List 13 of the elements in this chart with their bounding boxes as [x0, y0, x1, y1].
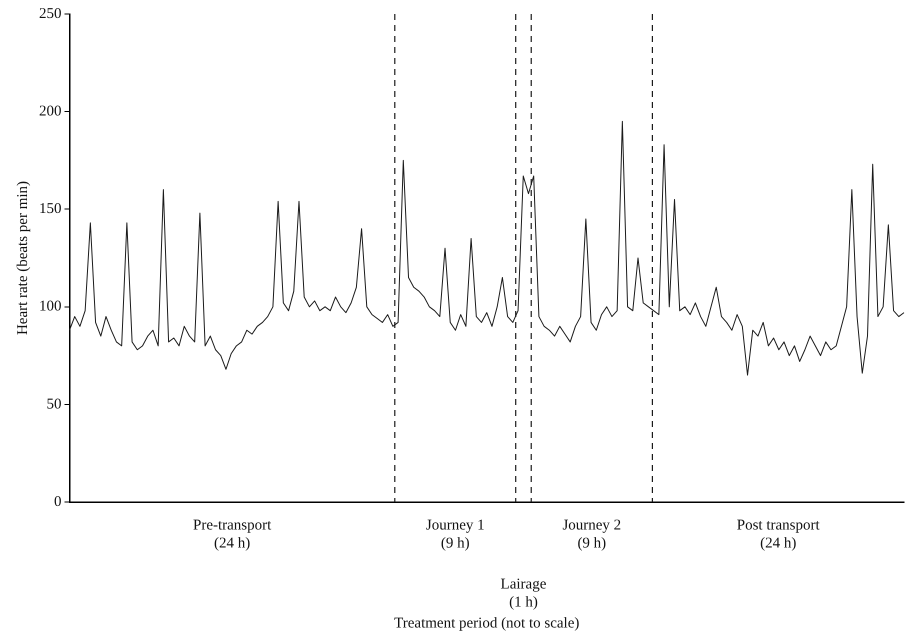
y-tick-label: 250	[39, 6, 62, 22]
y-tick-label: 0	[54, 494, 62, 510]
text: Journey 1 (9 h)	[426, 517, 485, 552]
text: Treatment period (not to scale)	[394, 615, 580, 632]
text: Pre-transport (24 h)	[192, 517, 272, 552]
text: Journey 2 (9 h)	[562, 517, 622, 552]
text: Post transport (24 h)	[736, 517, 820, 552]
y-tick-label: 200	[39, 104, 62, 120]
y-axis-title: Heart rate (beats per min)	[14, 180, 31, 336]
text: Lairage (1 h)	[500, 576, 547, 610]
y-tick-label: 50	[46, 396, 62, 412]
y-tick-label: 100	[39, 298, 62, 315]
y-tick-label: 150	[39, 201, 62, 218]
